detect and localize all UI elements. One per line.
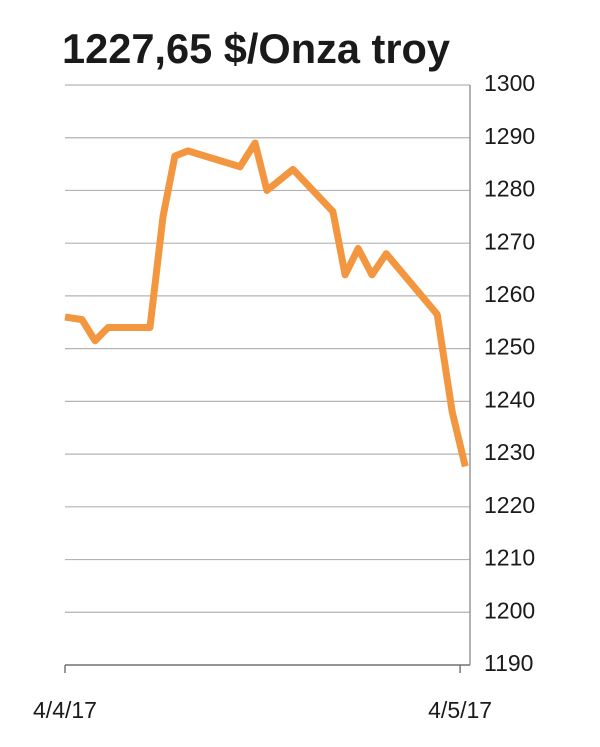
y-tick-label: 1290 <box>484 123 535 149</box>
y-tick-label: 1200 <box>484 597 535 623</box>
chart-title: 1227,65 $/Onza troy <box>62 25 451 72</box>
y-tick-label: 1250 <box>484 334 535 360</box>
y-tick-label: 1220 <box>484 492 535 518</box>
y-tick-label: 1240 <box>484 386 535 412</box>
y-tick-label: 1260 <box>484 281 535 307</box>
y-tick-label: 1230 <box>484 439 535 465</box>
price-line <box>64 139 469 468</box>
y-tick-label: 1280 <box>484 176 535 202</box>
x-tick-label: 4/4/17 <box>33 697 97 723</box>
y-tick-label: 1190 <box>484 650 533 676</box>
x-tick-label: 4/5/17 <box>428 697 492 723</box>
y-tick-label: 1270 <box>484 228 535 254</box>
y-tick-label: 1210 <box>484 545 535 571</box>
y-tick-label: 1300 <box>484 70 535 96</box>
